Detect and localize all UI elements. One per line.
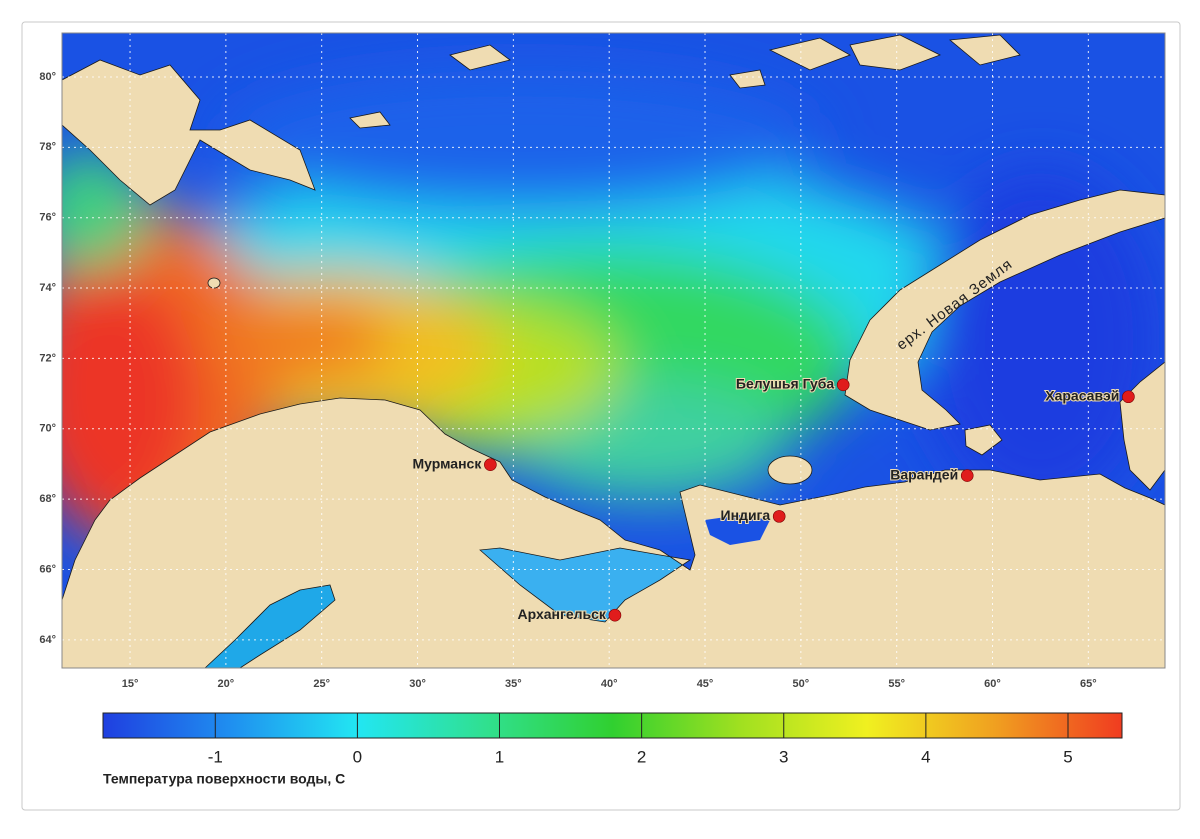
x-tick-label: 55° <box>888 678 905 690</box>
colorbar-label: Температура поверхности воды, С <box>103 771 345 787</box>
grid <box>62 33 1165 668</box>
gulf-of-bothnia <box>204 584 336 668</box>
y-tick-label: 76° <box>39 212 56 224</box>
colorbar-tick-label: 1 <box>495 747 504 766</box>
x-tick-label: 50° <box>793 678 810 690</box>
kolguev <box>767 455 813 485</box>
novaya-zemlya <box>844 189 1165 431</box>
y-tick-label: 74° <box>39 282 56 294</box>
city-label: Индига <box>721 507 771 523</box>
y-tick-label: 80° <box>39 71 56 83</box>
city-marker <box>484 458 497 471</box>
colorbar-tick-label: 5 <box>1063 747 1072 766</box>
x-tick-label: 25° <box>313 678 330 690</box>
y-tick-label: 70° <box>39 423 56 435</box>
x-tick-label: 45° <box>697 678 714 690</box>
franz-josef-land <box>349 34 1021 129</box>
x-tick-label: 65° <box>1080 678 1097 690</box>
x-tick-label: 40° <box>601 678 618 690</box>
colorbar-tick-label: 0 <box>353 747 362 766</box>
bear-island <box>207 277 221 289</box>
city-marker <box>608 608 622 622</box>
city-marker <box>1122 390 1135 404</box>
mainland <box>62 397 1165 668</box>
colorbar-tick-label: 2 <box>637 747 646 766</box>
x-tick-label: 20° <box>218 678 235 690</box>
axes: 15° 20° 25° 30° 35° 40° 45° 50° 55° 60° 65° 64° 66° 6… <box>39 71 1096 690</box>
y-tick-label: 72° <box>39 352 56 364</box>
vaygach <box>964 424 1003 456</box>
map: Мурманск Архангельск Индига Варандей Белушья… <box>62 33 1165 668</box>
x-tick-label: 15° <box>122 678 139 690</box>
city-label: Мурманск <box>413 455 483 471</box>
x-tick-label: 60° <box>984 678 1001 690</box>
colorbar-tick-label: 4 <box>921 747 930 766</box>
colorbar <box>102 712 1123 739</box>
city-label: Белушья Губа <box>736 376 835 392</box>
colorbar-tick-label: -1 <box>208 747 223 766</box>
x-tick-label: 35° <box>505 678 522 690</box>
cities: Мурманск Архангельск Индига Варандей Белушья… <box>412 375 1135 623</box>
bay <box>705 515 770 545</box>
map-border <box>61 32 1166 669</box>
colorbar-ticks: -1 0 1 2 3 4 5 <box>208 713 1073 766</box>
y-tick-label: 78° <box>39 141 56 153</box>
colorbar-tick-label: 3 <box>779 747 788 766</box>
white-sea <box>480 548 690 622</box>
y-tick-label: 68° <box>39 493 56 505</box>
x-tick-label: 30° <box>409 678 426 690</box>
city-label: Харасавэй <box>1045 387 1119 403</box>
city-marker <box>772 510 786 523</box>
y-tick-label: 64° <box>39 634 56 646</box>
y-tick-label: 66° <box>39 563 56 575</box>
city-label: Архангельск <box>518 606 607 622</box>
city-marker <box>836 378 850 392</box>
svalbard <box>62 59 316 206</box>
city-label: Варандей <box>890 466 958 482</box>
city-marker <box>960 469 974 482</box>
